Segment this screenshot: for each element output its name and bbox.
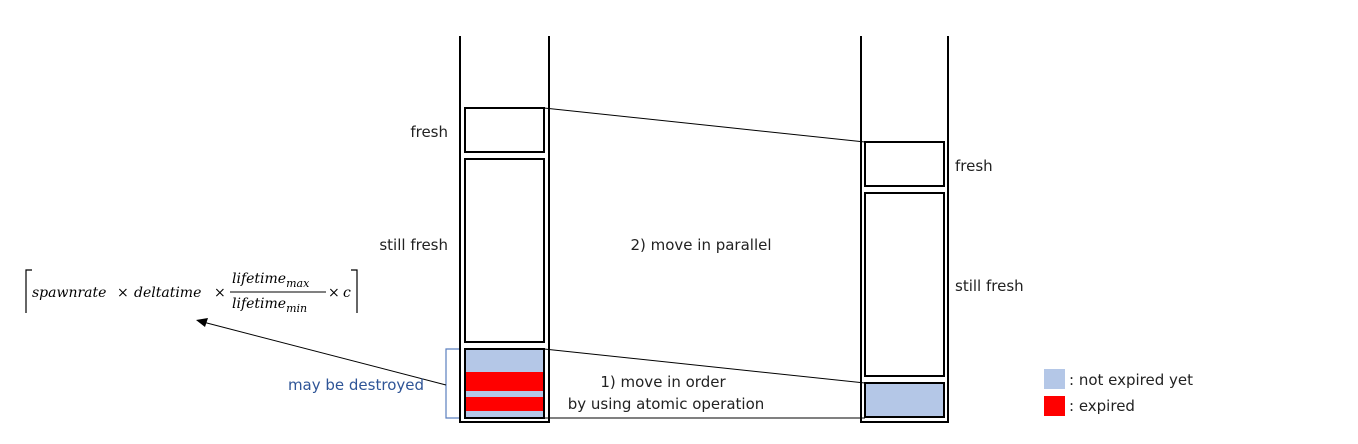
right-still-fresh-block bbox=[864, 192, 945, 377]
label-move-parallel: 2) move in parallel bbox=[630, 236, 771, 254]
formula-times-2: × bbox=[214, 285, 226, 301]
destroy-arrow-line bbox=[202, 321, 447, 386]
formula-times-1: × bbox=[117, 285, 129, 301]
label-move-order-line2: by using atomic operation bbox=[568, 395, 765, 413]
formula-numerator: lifetimemax bbox=[232, 271, 310, 290]
label-move-order-line1: 1) move in order bbox=[600, 373, 726, 391]
legend-swatch-not-expired bbox=[1044, 369, 1065, 389]
label-right-still-fresh: still fresh bbox=[955, 277, 1024, 295]
right-buffer bbox=[860, 36, 949, 423]
legend: : not expired yet : expired bbox=[1044, 369, 1193, 416]
legend-swatch-expired bbox=[1044, 396, 1065, 416]
formula-c: c bbox=[343, 285, 351, 301]
spawn-formula: spawnrate × deltatime × lifetimemax life… bbox=[25, 269, 358, 315]
left-still-fresh-block bbox=[464, 158, 545, 343]
left-expired-slot-1 bbox=[466, 372, 543, 391]
right-fresh-block bbox=[864, 141, 945, 187]
label-right-fresh: fresh bbox=[955, 157, 993, 175]
formula-deltatime: deltatime bbox=[134, 285, 201, 301]
label-left-fresh: fresh bbox=[410, 123, 448, 141]
formula-times-3: × bbox=[328, 285, 340, 301]
label-left-still-fresh: still fresh bbox=[379, 236, 448, 254]
left-expired-slot-2 bbox=[466, 397, 543, 411]
formula-spawnrate: spawnrate bbox=[32, 285, 106, 301]
label-may-be-destroyed: may be destroyed bbox=[288, 376, 424, 394]
ceil-bracket-left bbox=[25, 269, 32, 313]
right-not-expired-block bbox=[864, 382, 945, 418]
legend-label-expired: : expired bbox=[1069, 397, 1135, 415]
legend-label-not-expired: : not expired yet bbox=[1069, 371, 1193, 389]
left-fresh-block bbox=[464, 107, 545, 153]
destroy-brace bbox=[445, 348, 459, 419]
formula-denominator: lifetimemin bbox=[232, 296, 307, 315]
connector-not-expired-top bbox=[543, 348, 866, 384]
connector-fresh bbox=[543, 107, 866, 143]
ceil-bracket-right bbox=[351, 269, 358, 313]
left-buffer bbox=[459, 36, 550, 423]
destroy-arrow-head bbox=[196, 318, 208, 327]
left-destroy-block bbox=[464, 348, 545, 419]
